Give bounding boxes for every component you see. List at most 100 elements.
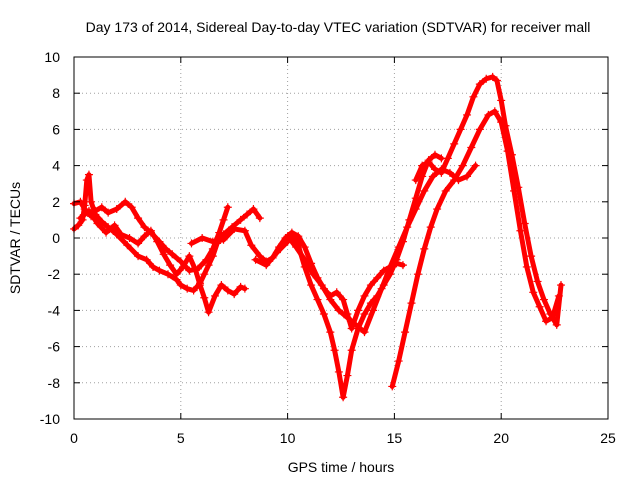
data-point — [140, 223, 149, 232]
data-point — [125, 234, 134, 242]
data-point — [527, 252, 536, 261]
data-point — [204, 308, 213, 317]
series-band — [77, 208, 248, 315]
series-track-8 — [411, 72, 566, 329]
data-point — [210, 291, 219, 300]
data-point — [497, 96, 506, 105]
data-point — [249, 205, 258, 214]
y-tick-label: 2 — [52, 194, 60, 210]
data-point — [450, 176, 459, 185]
data-point — [204, 261, 213, 270]
data-point — [326, 328, 335, 337]
data-point — [102, 228, 111, 237]
data-point — [153, 237, 162, 246]
data-point — [283, 232, 292, 241]
y-tick-label: 4 — [52, 158, 60, 174]
data-point — [163, 270, 172, 279]
data-point — [418, 161, 427, 170]
data-point — [490, 107, 499, 116]
data-point — [430, 165, 439, 174]
series-track-7 — [388, 107, 563, 391]
data-point — [230, 224, 239, 233]
series-track-3 — [76, 206, 249, 317]
data-point — [191, 266, 200, 275]
data-point — [134, 239, 143, 248]
data-point — [552, 320, 561, 329]
data-point — [332, 288, 341, 297]
data-point — [134, 252, 143, 261]
data-point — [450, 139, 459, 148]
data-point — [196, 281, 205, 290]
data-point — [176, 281, 185, 290]
data-point — [219, 235, 228, 244]
data-point — [84, 170, 93, 179]
data-point — [123, 241, 132, 250]
data-point — [369, 306, 378, 315]
data-point — [377, 284, 386, 293]
data-point — [424, 157, 433, 166]
series-band — [253, 152, 444, 400]
data-point — [428, 172, 437, 181]
x-tick-label: 5 — [177, 430, 185, 446]
data-point — [411, 205, 420, 214]
data-point — [469, 92, 478, 101]
data-point — [208, 252, 217, 261]
data-point — [388, 382, 397, 391]
data-point — [398, 261, 407, 270]
data-point — [411, 176, 420, 185]
x-tick-label: 15 — [387, 430, 403, 446]
data-point — [313, 295, 322, 304]
x-tick-label: 0 — [70, 430, 78, 446]
data-point — [93, 219, 102, 228]
data-point — [343, 313, 352, 322]
data-point — [172, 270, 181, 279]
axis-ticks: 0 5 10 15 20 25 -10 -8 -6 -4 -2 0 2 4 6 8 10 — [40, 49, 616, 446]
data-point — [146, 226, 155, 235]
data-point — [236, 282, 245, 291]
data-point — [463, 172, 472, 181]
data-point — [437, 168, 446, 177]
x-tick-label: 10 — [280, 430, 296, 446]
y-tick-label: -8 — [48, 375, 61, 391]
data-point — [407, 299, 416, 308]
series-band — [389, 108, 562, 389]
x-tick-label: 25 — [600, 430, 616, 446]
data-point — [159, 250, 168, 259]
data-point — [200, 270, 209, 279]
y-tick-label: -10 — [40, 411, 60, 427]
data-point — [557, 281, 566, 290]
data-point — [433, 205, 442, 214]
y-tick-label: -6 — [48, 339, 61, 355]
data-point — [134, 214, 143, 223]
data-point — [351, 320, 360, 329]
y-axis-label: SDTVAR / TECUs — [7, 182, 23, 294]
y-tick-label: -2 — [48, 266, 61, 282]
data-point — [74, 221, 83, 230]
y-tick-label: 0 — [52, 230, 60, 246]
data-point — [219, 215, 228, 224]
data-point — [471, 161, 480, 170]
data-point — [360, 328, 369, 337]
data-point — [223, 286, 232, 295]
data-point — [420, 244, 429, 253]
data-point — [80, 201, 89, 210]
data-point — [251, 255, 260, 264]
data-point — [183, 284, 192, 293]
data-point — [533, 277, 542, 286]
data-point — [116, 230, 125, 239]
data-point — [247, 241, 256, 250]
data-point — [84, 206, 93, 215]
data-point — [467, 143, 476, 152]
data-point — [347, 346, 356, 355]
data-point — [166, 261, 175, 270]
data-point — [339, 393, 348, 402]
data-point — [319, 310, 328, 319]
data-point — [300, 243, 309, 252]
data-point — [326, 295, 335, 304]
data-point — [492, 76, 501, 85]
data-point — [463, 110, 472, 119]
data-point — [441, 186, 450, 195]
x-tick-label: 20 — [493, 430, 509, 446]
data-point — [420, 186, 429, 195]
data-point — [360, 291, 369, 300]
